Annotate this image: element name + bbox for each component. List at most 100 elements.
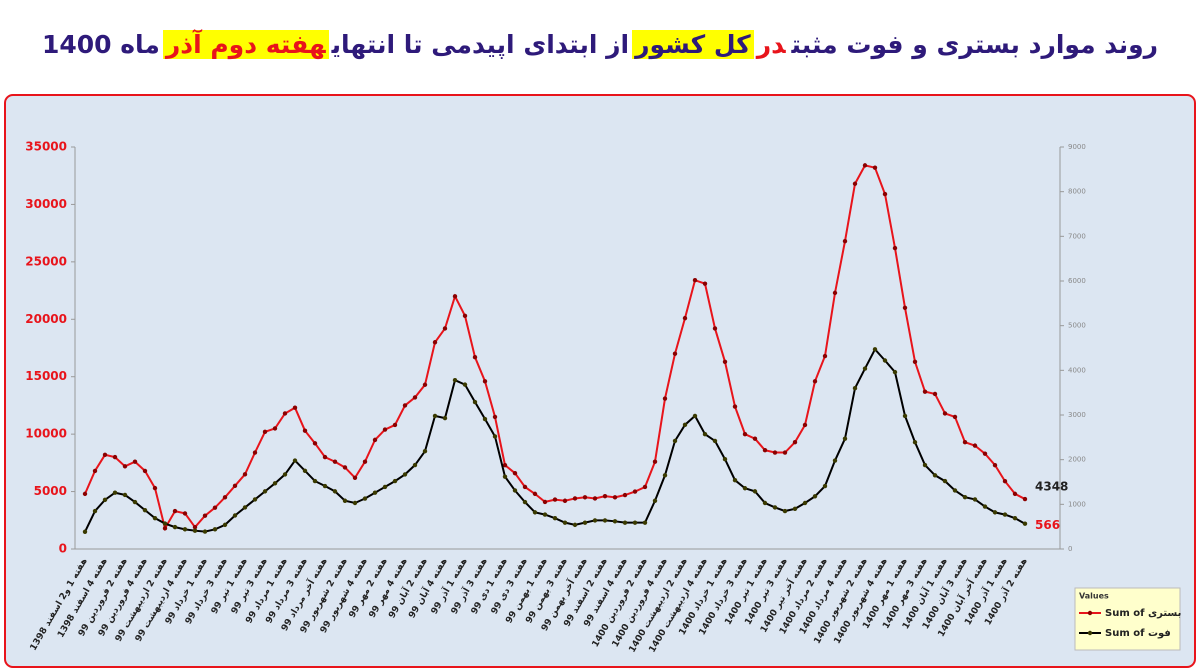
end-value-label: 566	[1035, 518, 1060, 532]
data-point	[82, 491, 88, 497]
data-point	[392, 478, 398, 484]
data-point	[812, 379, 818, 384]
data-point	[952, 488, 958, 493]
legend-box	[1074, 587, 1181, 651]
data-point	[612, 495, 618, 500]
data-point	[132, 459, 138, 464]
y-tick-label: 25000	[25, 254, 67, 268]
data-point	[882, 191, 888, 197]
data-point	[732, 478, 738, 483]
data-point	[692, 413, 698, 419]
data-point	[182, 511, 188, 516]
y2-tick-label: 0	[1068, 545, 1072, 553]
data-point	[872, 347, 878, 352]
data-point	[632, 520, 638, 525]
data-point	[302, 428, 308, 433]
data-point	[112, 454, 118, 460]
data-point	[292, 405, 298, 410]
data-point	[462, 313, 468, 319]
chart-title: روند موارد بستری و فوت مثبتدرکل کشوراز ا…	[0, 30, 1200, 59]
data-point	[672, 351, 678, 356]
data-point	[702, 432, 708, 437]
data-point	[532, 510, 538, 515]
data-point	[512, 470, 518, 476]
data-point	[382, 484, 388, 490]
y2-tick-label: 6000	[1068, 277, 1086, 285]
data-point	[262, 429, 268, 435]
data-point	[252, 450, 258, 455]
data-point	[382, 427, 388, 432]
data-point	[972, 443, 978, 448]
data-point	[92, 508, 98, 514]
data-point	[822, 483, 828, 489]
data-point	[522, 484, 528, 490]
data-point	[222, 495, 228, 500]
data-point	[472, 399, 478, 405]
data-point	[502, 462, 508, 468]
title-part: از ابتدای اپیدمی تا انتهای	[331, 30, 630, 59]
data-point	[142, 507, 148, 513]
y2-tick-label: 1000	[1068, 500, 1086, 508]
data-point	[722, 457, 728, 462]
legend-marker	[1087, 630, 1093, 636]
y-tick-label: 30000	[25, 197, 67, 211]
data-point	[122, 464, 128, 469]
data-point	[822, 353, 828, 359]
data-point	[782, 450, 788, 455]
data-point	[672, 438, 678, 444]
data-point	[912, 359, 918, 364]
data-point	[232, 513, 238, 518]
legend-title: Values	[1079, 592, 1109, 601]
data-point	[322, 483, 328, 489]
data-point	[992, 510, 998, 515]
data-point	[522, 499, 528, 505]
data-point	[362, 459, 368, 464]
data-point	[932, 391, 938, 397]
data-point	[872, 165, 878, 170]
data-point	[962, 494, 968, 500]
data-point	[82, 529, 88, 534]
data-point	[212, 505, 218, 510]
data-point	[752, 436, 758, 441]
data-point	[542, 512, 548, 517]
data-point	[572, 496, 578, 501]
data-point	[772, 505, 778, 510]
data-point	[642, 484, 648, 490]
data-point	[632, 489, 638, 494]
data-point	[742, 486, 748, 491]
data-point	[652, 459, 658, 464]
title-part: کل کشور	[632, 30, 754, 59]
data-point	[372, 437, 378, 443]
data-point	[842, 436, 848, 441]
data-point	[792, 439, 798, 445]
y2-tick-label: 9000	[1068, 143, 1086, 151]
data-point	[322, 454, 328, 460]
data-point	[162, 521, 168, 526]
data-point	[152, 515, 158, 521]
data-point	[702, 281, 708, 286]
data-point	[502, 474, 508, 479]
y2-tick-label: 8000	[1068, 188, 1086, 196]
data-point	[562, 520, 568, 525]
data-point	[602, 493, 608, 499]
data-point	[832, 290, 838, 296]
data-point	[462, 382, 468, 387]
data-point	[662, 473, 668, 478]
data-point	[302, 468, 308, 474]
data-point	[352, 500, 358, 506]
data-point	[852, 181, 858, 186]
data-point	[412, 395, 418, 400]
data-point	[112, 490, 118, 495]
data-point	[692, 278, 698, 283]
data-point	[592, 496, 598, 501]
data-point	[282, 472, 288, 477]
data-point	[392, 422, 398, 428]
data-point	[792, 506, 798, 511]
data-point	[272, 426, 278, 431]
data-point	[492, 414, 498, 420]
data-point	[942, 411, 948, 416]
data-point	[622, 520, 628, 525]
title-part: در	[756, 30, 786, 59]
data-point	[922, 389, 928, 394]
